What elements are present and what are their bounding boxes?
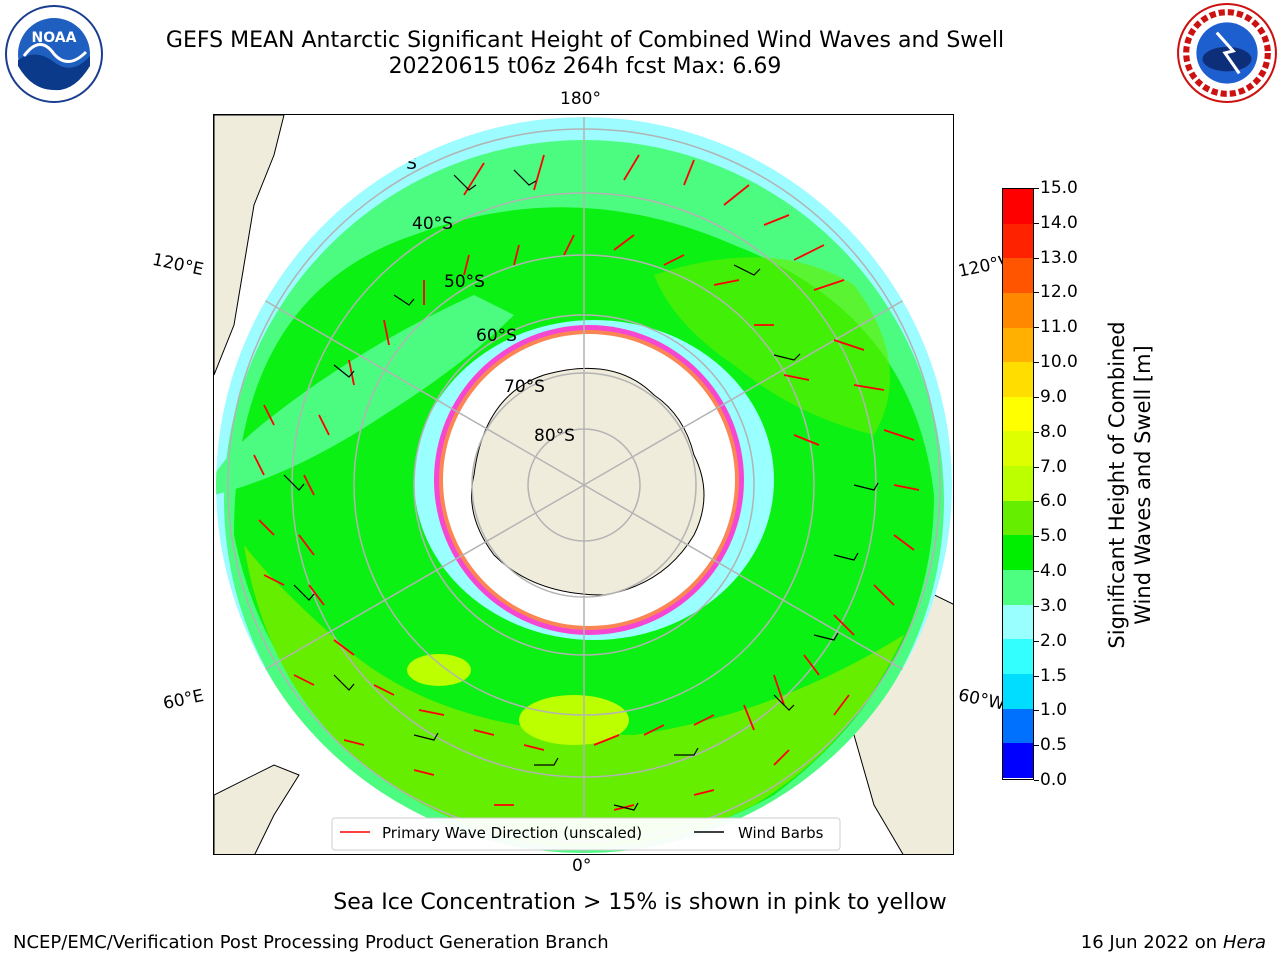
colorbar-tick-label: 1.0 [1033,700,1068,721]
colorbar-tick-label: 5.0 [1033,526,1068,547]
map-canvas: 30°S 40°S 50°S 60°S 70°S 80°S Primary Wa… [214,115,953,854]
lat-label-80s: 80°S [534,426,575,446]
wave-direction-arrows [253,154,920,811]
longitude-label-0: 0° [572,856,592,876]
colorbar-tick-label: 3.0 [1033,595,1068,616]
colorbar-segment [1003,604,1033,640]
longitude-label-60e: 60°E [161,685,206,715]
lat-label-50s: 50°S [444,272,485,292]
colorbar-tick-label: 7.0 [1033,456,1068,477]
noaa-logo-icon: NOAA [5,5,103,103]
colorbar-segment [1003,500,1033,536]
colorbar-tick-label: 9.0 [1033,386,1068,407]
lat-label-70s: 70°S [504,377,545,397]
legend-barb-label: Wind Barbs [738,824,824,842]
footer-date-text: 16 Jun 2022 on [1080,932,1218,953]
colorbar-segment [1003,570,1033,605]
colorbar-segment [1003,708,1033,744]
longitude-label-120e: 120°E [150,249,206,281]
footer-machine-name: Hera [1222,932,1266,953]
colorbar-segment [1003,327,1033,363]
longitude-label-180: 180° [560,89,601,109]
sea-ice-note: Sea Ice Concentration > 15% is shown in … [333,890,947,915]
national-weather-service-logo-icon [1177,3,1277,103]
colorbar-tick-label: 0.0 [1033,770,1068,790]
colorbar-segment [1003,673,1033,709]
noaa-logo-text: NOAA [32,30,77,46]
colorbar-tick-label: 10.0 [1034,352,1078,373]
lat-label-40s: 40°S [412,214,453,234]
colorbar-tick-label: 15.0 [1034,178,1078,198]
legend-wave-label: Primary Wave Direction (unscaled) [382,824,642,842]
colorbar-tick-label: 13.0 [1034,247,1078,268]
colorbar-segment [1003,189,1033,224]
colorbar-segment [1003,639,1033,674]
colorbar-tick-label: 4.0 [1033,561,1068,582]
colorbar [1002,188,1034,780]
lat-label-60s: 60°S [476,326,517,346]
colorbar-tick-label: 11.0 [1034,317,1078,338]
colorbar-segment [1003,743,1033,778]
colorbar-tick-label: 6.0 [1033,491,1068,512]
colorbar-segment [1003,292,1033,328]
map-panel: 30°S 40°S 50°S 60°S 70°S 80°S Primary Wa… [213,114,954,855]
colorbar-tick-label: 0.5 [1033,735,1068,756]
colorbar-segment [1003,535,1033,571]
colorbar-label: Significant Height of Combined Wind Wave… [1104,321,1156,648]
colorbar-segment [1003,362,1033,397]
colorbar-tick-label: 1.5 [1033,665,1068,686]
colorbar-tick-label: 2.0 [1033,630,1068,651]
colorbar-tick-label: 12.0 [1034,282,1078,303]
colorbar-label-line2: Wind Waves and Swell [m] [1131,345,1155,625]
colorbar-tick-label: 8.0 [1033,421,1068,442]
chart-subtitle: 20220615 t06z 264h fcst Max: 6.69 [388,54,782,79]
colorbar-segment [1003,431,1033,467]
colorbar-segment [1003,258,1033,293]
colorbar-tick-label: 14.0 [1034,212,1078,233]
longitude-label-60w: 60°W [956,685,1007,715]
footer-credit: NCEP/EMC/Verification Post Processing Pr… [13,932,609,953]
chart-title: GEFS MEAN Antarctic Significant Height o… [165,28,1005,53]
colorbar-segment [1003,223,1033,259]
colorbar-label-line1: Significant Height of Combined [1105,321,1129,649]
colorbar-segment [1003,466,1033,501]
footer-date: 16 Jun 2022 on Hera [1081,932,1266,953]
map-legend: Primary Wave Direction (unscaled) Wind B… [331,817,841,851]
colorbar-segment [1003,396,1033,432]
